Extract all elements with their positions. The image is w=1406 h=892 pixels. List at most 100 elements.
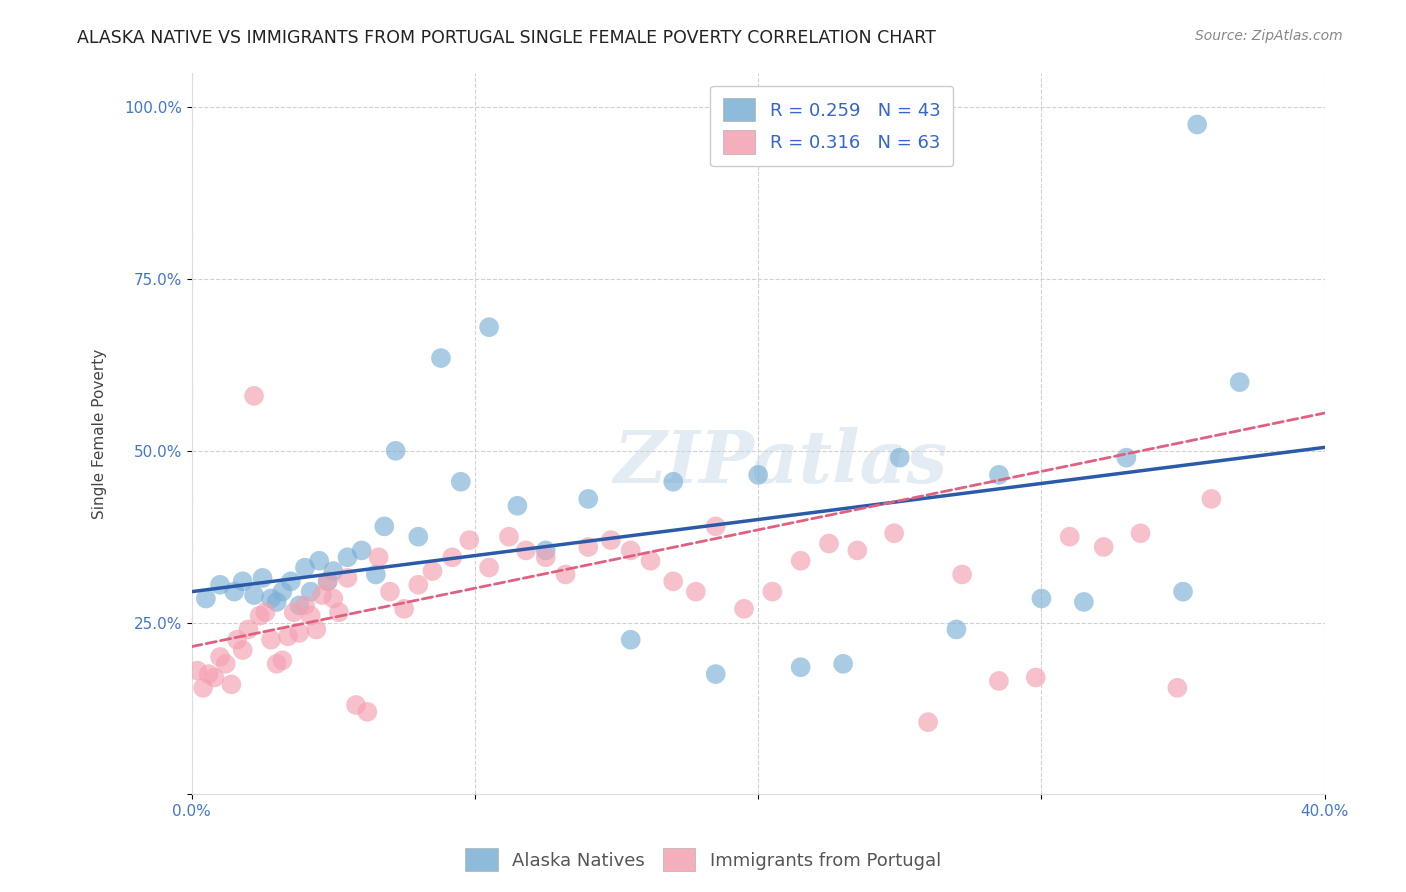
Point xyxy=(356,705,378,719)
Point xyxy=(945,623,967,637)
Point xyxy=(1115,450,1137,465)
Point xyxy=(408,530,430,544)
Point xyxy=(202,671,225,685)
Point xyxy=(260,632,283,647)
Point xyxy=(316,574,339,589)
Point xyxy=(1025,671,1047,685)
Point xyxy=(458,533,481,548)
Point xyxy=(883,526,905,541)
Point xyxy=(209,578,232,592)
Point xyxy=(599,533,621,548)
Point xyxy=(392,602,415,616)
Point xyxy=(344,698,367,712)
Point xyxy=(316,574,339,589)
Point xyxy=(336,550,359,565)
Point xyxy=(620,632,643,647)
Point xyxy=(243,588,266,602)
Point xyxy=(288,625,311,640)
Point xyxy=(478,560,501,574)
Point xyxy=(917,715,939,730)
Point xyxy=(662,475,685,489)
Point xyxy=(1129,526,1152,541)
Point xyxy=(322,591,344,606)
Point xyxy=(1185,118,1208,132)
Point xyxy=(283,605,305,619)
Point xyxy=(761,584,783,599)
Y-axis label: Single Female Poverty: Single Female Poverty xyxy=(93,349,107,519)
Point xyxy=(311,588,333,602)
Point xyxy=(818,536,841,550)
Point xyxy=(271,584,294,599)
Point xyxy=(215,657,238,671)
Point xyxy=(260,591,283,606)
Text: ZIPatlas: ZIPatlas xyxy=(614,427,948,498)
Point xyxy=(950,567,973,582)
Point xyxy=(266,657,288,671)
Text: ALASKA NATIVE VS IMMIGRANTS FROM PORTUGAL SINGLE FEMALE POVERTY CORRELATION CHAR: ALASKA NATIVE VS IMMIGRANTS FROM PORTUGA… xyxy=(77,29,936,46)
Point xyxy=(506,499,529,513)
Point xyxy=(367,550,389,565)
Point xyxy=(209,649,232,664)
Point xyxy=(534,543,557,558)
Point xyxy=(288,599,311,613)
Point xyxy=(238,623,260,637)
Legend: R = 0.259   N = 43, R = 0.316   N = 63: R = 0.259 N = 43, R = 0.316 N = 63 xyxy=(710,86,953,166)
Text: Source: ZipAtlas.com: Source: ZipAtlas.com xyxy=(1195,29,1343,43)
Point xyxy=(1171,584,1194,599)
Point xyxy=(430,351,453,365)
Point xyxy=(1201,491,1223,506)
Point xyxy=(221,677,243,691)
Point xyxy=(186,664,208,678)
Point xyxy=(554,567,576,582)
Point xyxy=(846,543,869,558)
Point xyxy=(294,560,316,574)
Point xyxy=(576,540,599,554)
Point xyxy=(422,564,444,578)
Point xyxy=(252,571,274,585)
Point xyxy=(384,443,406,458)
Point xyxy=(336,571,359,585)
Point xyxy=(226,632,249,647)
Point xyxy=(662,574,685,589)
Point xyxy=(889,450,911,465)
Point xyxy=(280,574,302,589)
Point xyxy=(408,578,430,592)
Point xyxy=(1031,591,1053,606)
Point xyxy=(271,653,294,667)
Point xyxy=(576,491,599,506)
Point xyxy=(789,554,811,568)
Point xyxy=(305,623,328,637)
Point xyxy=(299,584,322,599)
Point xyxy=(704,519,727,533)
Point xyxy=(378,584,401,599)
Point xyxy=(232,643,254,657)
Point xyxy=(747,467,769,482)
Point xyxy=(498,530,520,544)
Point xyxy=(191,681,214,695)
Point xyxy=(515,543,537,558)
Point xyxy=(450,475,472,489)
Point xyxy=(308,554,330,568)
Point xyxy=(1073,595,1095,609)
Point xyxy=(277,629,299,643)
Point xyxy=(1166,681,1188,695)
Point xyxy=(987,467,1010,482)
Point xyxy=(620,543,643,558)
Point xyxy=(194,591,217,606)
Point xyxy=(249,608,271,623)
Legend: Alaska Natives, Immigrants from Portugal: Alaska Natives, Immigrants from Portugal xyxy=(458,841,948,879)
Point xyxy=(441,550,464,565)
Point xyxy=(373,519,395,533)
Point xyxy=(987,673,1010,688)
Point xyxy=(350,543,373,558)
Point xyxy=(685,584,707,599)
Point xyxy=(733,602,755,616)
Point xyxy=(1059,530,1081,544)
Point xyxy=(534,550,557,565)
Point xyxy=(197,667,219,681)
Point xyxy=(328,605,350,619)
Point xyxy=(232,574,254,589)
Point xyxy=(789,660,811,674)
Point xyxy=(322,564,344,578)
Point xyxy=(224,584,246,599)
